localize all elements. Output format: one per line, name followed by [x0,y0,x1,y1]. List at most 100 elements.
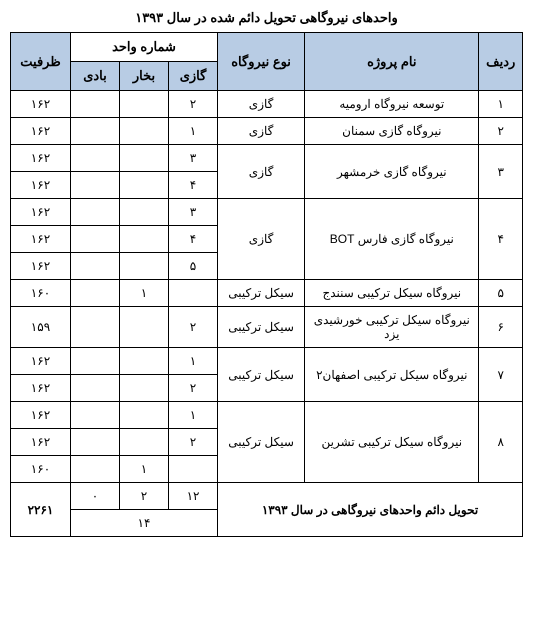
th-unit-group: شماره واحد [70,33,217,62]
cell-steam [119,226,168,253]
cell-gas: ۱ [169,348,218,375]
cell-wind [70,91,119,118]
cell-cap: ۱۶۰ [11,456,71,483]
cell-cap: ۱۶۲ [11,172,71,199]
cell-type: سیکل ترکیبی [218,280,305,307]
th-wind: بادی [70,62,119,91]
cell-gas: ۲ [169,91,218,118]
cell-cap: ۱۶۲ [11,375,71,402]
cell-wind [70,172,119,199]
table-row: ۶نیروگاه سیکل ترکیبی خورشیدی یزدسیکل ترک… [11,307,523,348]
cell-type: گازی [218,145,305,199]
th-gas: گازی [169,62,218,91]
cell-wind [70,199,119,226]
cell-cap: ۱۶۲ [11,402,71,429]
page-title: واحدهای نیروگاهی تحویل دائم شده در سال ۱… [10,10,523,26]
summary-label: تحویل دائم واحدهای نیروگاهی در سال ۱۳۹۳ [218,483,523,537]
cell-name: نیروگاه سیکل ترکیبی اصفهان۲ [305,348,479,402]
cell-name: نیروگاه سیکل ترکیبی تشرین [305,402,479,483]
cell-cap: ۱۶۲ [11,91,71,118]
cell-wind [70,145,119,172]
cell-wind [70,429,119,456]
cell-steam [119,145,168,172]
cell-steam: ۱ [119,280,168,307]
cell-wind [70,402,119,429]
cell-name: توسعه نیروگاه ارومیه [305,91,479,118]
cell-steam [119,172,168,199]
th-index: ردیف [479,33,523,91]
cell-gas: ۳ [169,199,218,226]
cell-index: ۲ [479,118,523,145]
cell-wind [70,348,119,375]
cell-index: ۶ [479,307,523,348]
cell-steam [119,118,168,145]
table-row: ۷نیروگاه سیکل ترکیبی اصفهان۲سیکل ترکیبی۱… [11,348,523,375]
cell-index: ۴ [479,199,523,280]
cell-type: گازی [218,199,305,280]
cell-wind [70,118,119,145]
plants-table: ردیف نام پروژه نوع نیروگاه شماره واحد ظر… [10,32,523,537]
cell-type: گازی [218,118,305,145]
cell-cap: ۱۶۲ [11,199,71,226]
th-type: نوع نیروگاه [218,33,305,91]
cell-index: ۱ [479,91,523,118]
table-row: ۲نیروگاه گازی سمنانگازی۱ ۱۶۲ [11,118,523,145]
cell-gas: ۳ [169,145,218,172]
summary-total: ۱۴ [70,510,217,537]
cell-cap: ۱۶۲ [11,226,71,253]
summary-capacity: ۲۲۶۱ [11,483,71,537]
th-name: نام پروژه [305,33,479,91]
cell-cap: ۱۶۲ [11,253,71,280]
cell-wind [70,375,119,402]
cell-wind [70,456,119,483]
summary-wind: ۰ [70,483,119,510]
cell-steam [119,91,168,118]
cell-type: سیکل ترکیبی [218,348,305,402]
cell-gas [169,280,218,307]
cell-cap: ۱۵۹ [11,307,71,348]
cell-steam [119,402,168,429]
cell-cap: ۱۶۰ [11,280,71,307]
cell-wind [70,253,119,280]
cell-wind [70,307,119,348]
cell-type: گازی [218,91,305,118]
cell-index: ۸ [479,402,523,483]
cell-gas: ۴ [169,172,218,199]
table-row: ۴نیروگاه گازی فارس BOTگازی۳۱۶۲ [11,199,523,226]
cell-gas: ۱ [169,402,218,429]
cell-name: نیروگاه سیکل ترکیبی خورشیدی یزد [305,307,479,348]
cell-gas: ۲ [169,307,218,348]
cell-steam [119,307,168,348]
cell-steam [119,348,168,375]
table-row: ۸نیروگاه سیکل ترکیبی تشرینسیکل ترکیبی۱۱۶… [11,402,523,429]
cell-name: نیروگاه گازی فارس BOT [305,199,479,280]
cell-cap: ۱۶۲ [11,118,71,145]
cell-name: نیروگاه گازی خرمشهر [305,145,479,199]
cell-steam: ۱ [119,456,168,483]
cell-gas: ۵ [169,253,218,280]
cell-gas [169,456,218,483]
cell-name: نیروگاه گازی سمنان [305,118,479,145]
cell-steam [119,375,168,402]
cell-cap: ۱۶۲ [11,145,71,172]
table-row: ۵نیروگاه سیکل ترکیبی سنندجسیکل ترکیبی۱۱۶… [11,280,523,307]
th-capacity: ظرفیت [11,33,71,91]
table-row: ۳نیروگاه گازی خرمشهرگازی۳۱۶۲ [11,145,523,172]
summary-gas: ۱۲ [169,483,218,510]
th-steam: بخار [119,62,168,91]
summary-steam: ۲ [119,483,168,510]
cell-type: سیکل ترکیبی [218,307,305,348]
cell-steam [119,199,168,226]
cell-type: سیکل ترکیبی [218,402,305,483]
cell-cap: ۱۶۲ [11,348,71,375]
table-row: ۱توسعه نیروگاه ارومیهگازی۲ ۱۶۲ [11,91,523,118]
cell-index: ۳ [479,145,523,199]
cell-gas: ۱ [169,118,218,145]
cell-gas: ۲ [169,429,218,456]
cell-steam [119,429,168,456]
cell-index: ۷ [479,348,523,402]
cell-wind [70,280,119,307]
cell-cap: ۱۶۲ [11,429,71,456]
cell-steam [119,253,168,280]
cell-wind [70,226,119,253]
